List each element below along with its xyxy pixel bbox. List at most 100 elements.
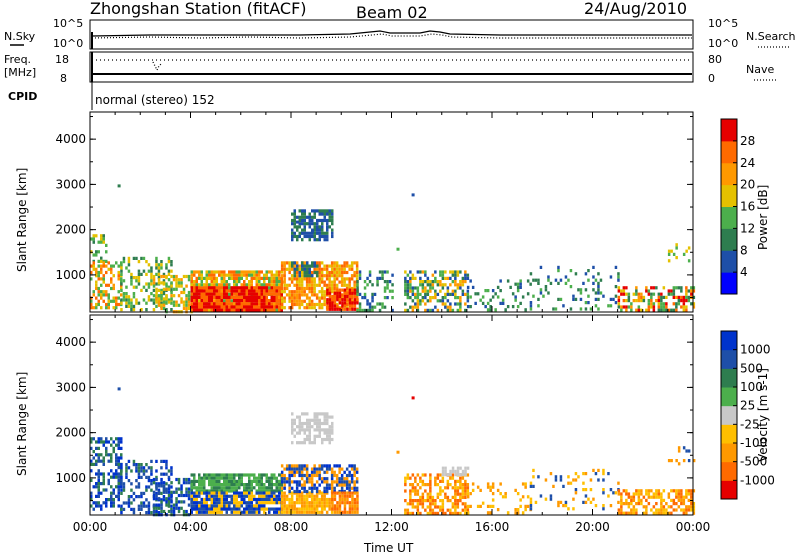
data-cell bbox=[310, 483, 314, 487]
data-cell bbox=[92, 253, 95, 257]
data-cell bbox=[110, 459, 113, 463]
data-cell bbox=[223, 501, 226, 505]
data-cell bbox=[280, 290, 284, 294]
data-cell bbox=[280, 306, 284, 310]
data-cell bbox=[331, 212, 334, 216]
data-cell bbox=[220, 486, 223, 490]
data-cell bbox=[305, 467, 309, 471]
data-cell bbox=[255, 501, 258, 505]
data-cell bbox=[170, 498, 173, 502]
data-cell bbox=[296, 415, 299, 419]
data-cell bbox=[190, 299, 193, 303]
data-cell bbox=[353, 274, 356, 278]
data-cell bbox=[235, 491, 238, 495]
data-cell bbox=[263, 489, 266, 493]
data-cell bbox=[255, 476, 258, 480]
data-cell bbox=[210, 473, 213, 477]
data-cell bbox=[310, 286, 314, 291]
data-cell bbox=[238, 308, 241, 312]
data-cell bbox=[285, 477, 289, 481]
data-cell bbox=[290, 491, 294, 495]
data-cell bbox=[416, 508, 420, 512]
data-cell bbox=[298, 277, 301, 281]
data-cell bbox=[459, 492, 462, 496]
data-cell bbox=[326, 218, 329, 223]
data-cell bbox=[105, 501, 108, 505]
data-cell bbox=[208, 289, 211, 293]
data-cell bbox=[265, 292, 268, 296]
data-cell bbox=[333, 291, 337, 295]
data-cell bbox=[416, 511, 420, 515]
data-cell bbox=[386, 286, 389, 290]
data-cell bbox=[454, 511, 457, 515]
data-cell bbox=[351, 307, 354, 311]
data-cell bbox=[441, 511, 445, 515]
data-cell bbox=[313, 261, 316, 265]
data-cell bbox=[280, 274, 284, 278]
data-cell bbox=[230, 308, 233, 312]
data-cell bbox=[424, 508, 427, 512]
data-cell bbox=[414, 479, 417, 483]
data-cell bbox=[321, 437, 324, 442]
data-cell bbox=[335, 261, 339, 265]
data-cell bbox=[449, 499, 452, 503]
data-cell bbox=[298, 283, 301, 287]
data-cell bbox=[353, 491, 357, 495]
data-cell bbox=[665, 295, 668, 299]
data-cell bbox=[318, 434, 321, 438]
data-cell bbox=[245, 507, 248, 511]
data-cell bbox=[330, 286, 334, 291]
data-cell bbox=[336, 298, 339, 302]
data-cell bbox=[296, 215, 299, 219]
data-cell bbox=[404, 308, 407, 312]
data-cell bbox=[464, 502, 467, 506]
data-cell bbox=[190, 486, 193, 490]
data-cell bbox=[320, 467, 324, 471]
data-cell bbox=[205, 292, 208, 296]
data-cell bbox=[338, 288, 342, 292]
colorbar-tick-label: -25 bbox=[740, 417, 760, 431]
data-cell bbox=[441, 270, 445, 274]
data-cell bbox=[100, 459, 103, 463]
data-cell bbox=[127, 269, 131, 273]
data-cell bbox=[253, 510, 256, 514]
data-cell bbox=[424, 292, 427, 296]
data-cell bbox=[315, 489, 319, 494]
data-cell bbox=[318, 412, 321, 416]
data-cell bbox=[383, 270, 387, 274]
data-cell bbox=[320, 497, 324, 502]
data-cell bbox=[105, 488, 108, 492]
data-cell bbox=[318, 464, 321, 468]
data-cell bbox=[464, 473, 467, 477]
data-cell bbox=[350, 274, 354, 278]
data-cell bbox=[290, 267, 294, 271]
data-cell bbox=[355, 486, 359, 490]
data-cell bbox=[323, 470, 326, 474]
data-cell bbox=[313, 507, 316, 511]
data-cell bbox=[386, 296, 389, 300]
data-cell bbox=[248, 308, 251, 312]
data-cell bbox=[677, 299, 681, 303]
data-cell bbox=[115, 472, 118, 476]
data-cell bbox=[356, 289, 359, 293]
data-cell bbox=[303, 209, 306, 213]
data-cell bbox=[680, 289, 683, 293]
data-cell bbox=[383, 289, 387, 293]
data-cell bbox=[291, 264, 294, 268]
data-cell bbox=[429, 499, 432, 503]
data-cell bbox=[225, 289, 228, 293]
data-cell bbox=[127, 459, 131, 463]
data-cell bbox=[326, 415, 329, 419]
data-cell bbox=[464, 466, 467, 470]
data-cell bbox=[195, 305, 198, 309]
data-cell bbox=[476, 504, 480, 508]
data-cell bbox=[313, 437, 316, 442]
data-cell bbox=[205, 473, 208, 477]
data-cell bbox=[348, 264, 351, 268]
data-cell bbox=[117, 494, 120, 498]
data-cell bbox=[311, 231, 314, 235]
data-cell bbox=[459, 486, 462, 490]
data-cell bbox=[190, 305, 193, 309]
data-cell bbox=[459, 499, 462, 503]
data-cell bbox=[218, 283, 221, 287]
